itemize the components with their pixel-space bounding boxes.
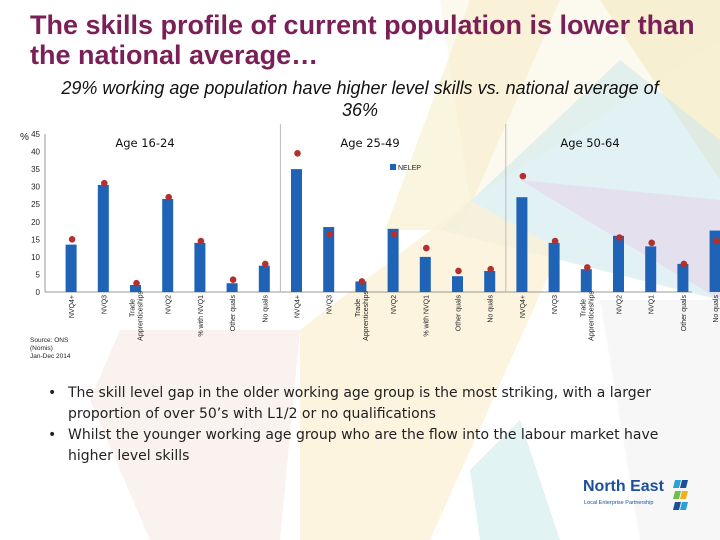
bar xyxy=(387,228,399,292)
nelep-marker xyxy=(487,265,495,273)
bar xyxy=(226,283,238,292)
north-east-lep-logo: North East Local Enterprise Partnership xyxy=(583,478,693,518)
x-tick-label: NVQ2 xyxy=(166,295,173,314)
nelep-marker xyxy=(229,276,237,284)
bar xyxy=(516,197,528,292)
x-tick-label: NVQ3 xyxy=(552,295,559,314)
page-subtitle: 29% working age population have higher l… xyxy=(61,78,659,120)
bar xyxy=(97,184,109,292)
y-tick-label: 5 xyxy=(36,270,41,279)
bullet-text: The skill level gap in the older working… xyxy=(68,385,651,422)
x-tick-label: % with NVQ1 xyxy=(198,295,205,337)
bar xyxy=(709,230,720,292)
nelep-marker xyxy=(294,150,301,157)
nelep-marker xyxy=(648,239,655,247)
nelep-marker xyxy=(358,278,366,285)
x-tick-label: NVQ4+ xyxy=(295,295,302,318)
bar xyxy=(548,242,560,292)
bar xyxy=(613,235,624,292)
x-tick-label: Other quals xyxy=(456,295,463,332)
y-tick-label: 45 xyxy=(31,130,40,139)
nelep-marker xyxy=(68,236,76,243)
skills-bar-chart: 0 5 10 15 20 25 30 35 40 45% Age 16-24 NVQ4+ NVQ3 Tra… xyxy=(20,124,720,360)
bar xyxy=(291,169,302,292)
y-tick-label: 30 xyxy=(31,183,40,192)
bullet-text: Whilst the younger working age group who… xyxy=(68,427,659,464)
bar xyxy=(162,198,174,292)
nelep-marker xyxy=(584,264,591,271)
bar xyxy=(130,284,141,292)
bar xyxy=(419,256,431,292)
nelep-marker xyxy=(165,193,172,201)
legend-label: NELEP xyxy=(398,165,421,172)
nelep-marker xyxy=(551,237,559,245)
bar xyxy=(645,246,657,292)
x-tick-label: TradeApprenticeships xyxy=(355,291,370,341)
bar xyxy=(65,244,77,292)
bar xyxy=(323,227,335,292)
x-tick-label: NVQ2 xyxy=(617,295,624,314)
group-label: Age 25-49 xyxy=(340,136,399,150)
nelep-marker xyxy=(101,179,108,187)
nelep-marker xyxy=(197,237,205,245)
nelep-marker xyxy=(390,230,398,238)
y-tick-label: 25 xyxy=(31,200,40,209)
x-tick-label: TradeApprenticeships xyxy=(130,291,145,341)
bar xyxy=(194,242,206,292)
nelep-marker xyxy=(712,237,720,245)
bar xyxy=(677,263,689,292)
logo-mark-icon xyxy=(673,480,688,510)
group-label: Age 50-64 xyxy=(560,136,619,150)
x-tick-label: NVQ4+ xyxy=(520,295,527,318)
x-tick-label: NVQ3 xyxy=(101,295,108,314)
bar xyxy=(258,265,270,292)
y-tick-label: 15 xyxy=(31,235,40,244)
x-tick-label: TradeApprenticeships xyxy=(580,291,595,341)
y-tick-label: 40 xyxy=(31,148,40,157)
source-note: Source: ONS (Nomis) Jan-Dec 2014 xyxy=(30,337,71,360)
x-tick-label: No quals xyxy=(488,295,495,323)
bar xyxy=(580,269,592,292)
nelep-marker xyxy=(326,230,334,238)
bullet-list: • The skill level gap in the older workin… xyxy=(48,383,698,467)
y-tick-label: 20 xyxy=(31,218,40,227)
x-tick-label: Other quals xyxy=(230,295,237,332)
x-tick-label: NVQ2 xyxy=(391,295,398,314)
x-tick-label: No quals xyxy=(262,295,269,323)
bar xyxy=(484,270,496,292)
nelep-marker xyxy=(423,244,430,252)
legend-swatch xyxy=(390,164,396,170)
nelep-marker xyxy=(616,234,623,241)
logo-tagline: Local Enterprise Partnership xyxy=(584,500,654,506)
x-tick-label: No quals xyxy=(713,295,720,323)
page-title: The skills profile of current population… xyxy=(30,10,695,70)
x-tick-label: Other quals xyxy=(681,295,688,332)
y-tick-label: 10 xyxy=(31,253,40,262)
logo-name: North East xyxy=(583,478,664,495)
nelep-marker xyxy=(519,172,527,180)
nelep-marker xyxy=(133,279,140,287)
bar xyxy=(452,276,463,292)
nelep-marker xyxy=(455,267,462,275)
y-tick-label: 0 xyxy=(36,288,41,297)
bullet-item: • Whilst the younger working age group wh… xyxy=(48,427,659,464)
x-tick-label: % with NVQ1 xyxy=(423,295,430,337)
group-label: Age 16-24 xyxy=(115,136,174,150)
x-tick-label: NVQ3 xyxy=(327,295,334,314)
bar xyxy=(355,281,367,292)
x-tick-label: NVQ1 xyxy=(649,295,656,314)
bullet-item: • The skill level gap in the older workin… xyxy=(48,385,651,422)
nelep-marker xyxy=(262,260,269,268)
y-tick-label: 35 xyxy=(31,165,40,174)
x-tick-label: NVQ4+ xyxy=(69,295,76,318)
y-axis-label: % xyxy=(20,132,29,143)
nelep-marker xyxy=(680,260,688,268)
